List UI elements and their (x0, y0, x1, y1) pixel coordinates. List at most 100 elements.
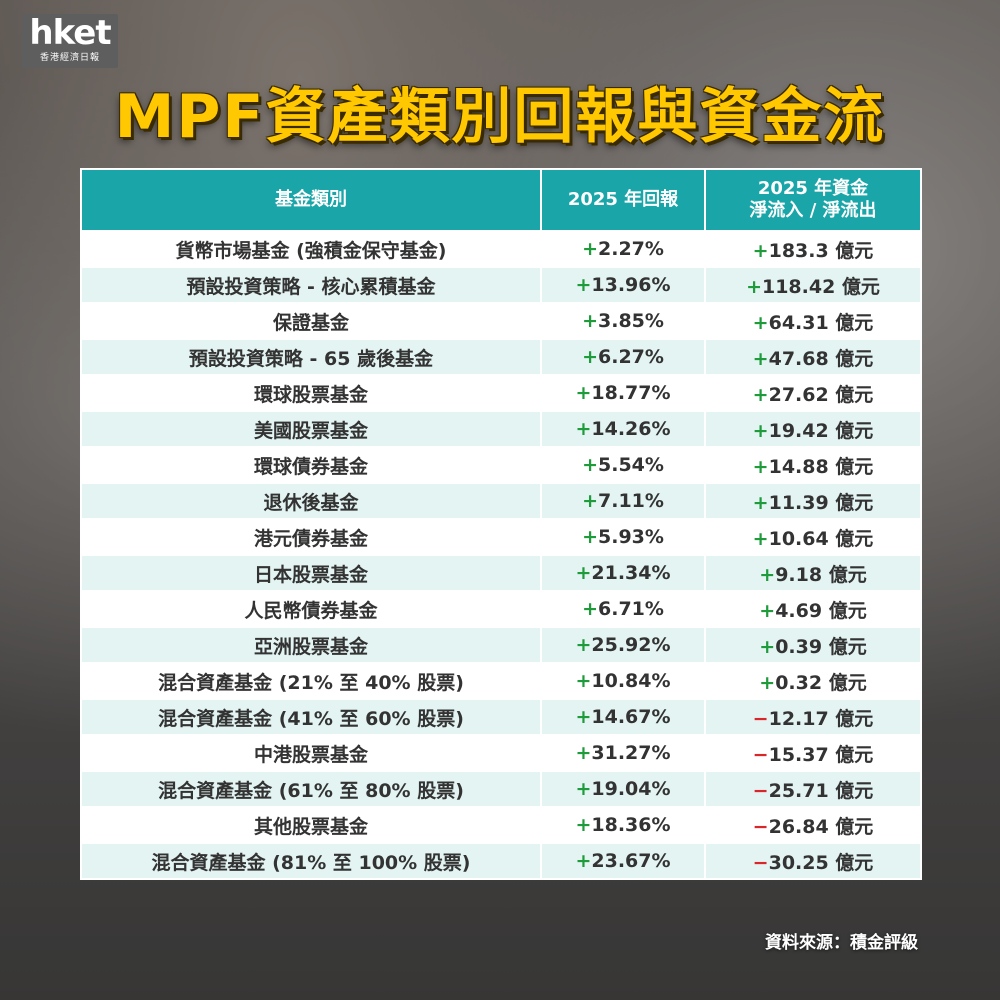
return-sign: + (575, 418, 592, 440)
flow-sign: − (752, 851, 769, 874)
return-value: 21.34% (591, 562, 671, 584)
flow-sign: + (759, 635, 776, 658)
cell-category: 環球債券基金 (80, 446, 542, 484)
return-sign: + (575, 274, 592, 296)
return-sign: + (575, 778, 592, 800)
cell-category: 退休後基金 (80, 482, 542, 520)
cell-flow: +118.42 億元 (704, 266, 922, 304)
cell-flow: +64.31 億元 (704, 302, 922, 340)
logo-wordmark: hket (29, 13, 111, 53)
cell-return: +2.27% (540, 230, 706, 268)
return-sign: + (575, 382, 592, 404)
cell-category: 預設投資策略 - 核心累積基金 (80, 266, 542, 304)
flow-value: 10.64 億元 (768, 527, 874, 550)
table-row: 預設投資策略 - 核心累積基金 +13.96% +118.42 億元 (80, 266, 922, 304)
table-row: 混合資產基金 (21% 至 40% 股票) +10.84% +0.32 億元 (80, 662, 922, 700)
flow-sign: + (752, 383, 769, 406)
return-sign: + (582, 238, 598, 260)
flow-value: 118.42 億元 (761, 275, 880, 298)
flow-sign: + (752, 455, 769, 478)
cell-return: +25.92% (540, 626, 706, 664)
return-value: 18.36% (591, 814, 671, 836)
cell-flow: +9.18 億元 (704, 554, 922, 592)
cell-flow: −30.25 億元 (704, 842, 922, 880)
table-row: 貨幣市場基金 (強積金保守基金) +2.27% +183.3 億元 (80, 230, 922, 268)
cell-return: +13.96% (540, 266, 706, 304)
cell-flow: −26.84 億元 (704, 806, 922, 844)
cell-return: +19.04% (540, 770, 706, 808)
flow-value: 26.84 億元 (768, 815, 874, 838)
return-sign: + (575, 706, 592, 728)
table-row: 其他股票基金 +18.36% −26.84 億元 (80, 806, 922, 844)
flow-sign: − (752, 743, 769, 766)
flow-value: 30.25 億元 (768, 851, 874, 874)
table-row: 人民幣債券基金 +6.71% +4.69 億元 (80, 590, 922, 628)
return-sign: + (582, 346, 598, 368)
cell-return: +23.67% (540, 842, 706, 880)
cell-category: 美國股票基金 (80, 410, 542, 448)
cell-flow: −12.17 億元 (704, 698, 922, 736)
cell-category: 中港股票基金 (80, 734, 542, 772)
cell-flow: +10.64 億元 (704, 518, 922, 556)
return-value: 3.85% (598, 310, 664, 332)
header-flow: 2025 年資金 淨流入 / 淨流出 (704, 168, 922, 232)
flow-value: 12.17 億元 (768, 707, 874, 730)
return-value: 23.67% (591, 850, 671, 872)
cell-return: +5.93% (540, 518, 706, 556)
flow-value: 14.88 億元 (768, 455, 874, 478)
flow-sign: + (752, 527, 769, 550)
cell-return: +6.71% (540, 590, 706, 628)
flow-sign: + (746, 275, 762, 298)
flow-sign: + (759, 671, 776, 694)
table-row: 混合資產基金 (81% 至 100% 股票) +23.67% −30.25 億元 (80, 842, 922, 880)
return-value: 18.77% (591, 382, 671, 404)
cell-return: +10.84% (540, 662, 706, 700)
header-category-line: 基金類別 (275, 189, 347, 210)
return-sign: + (575, 634, 592, 656)
flow-sign: + (752, 347, 769, 370)
table-row: 日本股票基金 +21.34% +9.18 億元 (80, 554, 922, 592)
table-header-row: 基金類別 2025 年回報 2025 年資金 淨流入 / 淨流出 (80, 168, 922, 232)
cell-category: 貨幣市場基金 (強積金保守基金) (80, 230, 542, 268)
return-value: 7.11% (598, 490, 664, 512)
cell-category: 港元債券基金 (80, 518, 542, 556)
flow-sign: + (752, 419, 769, 442)
flow-value: 4.69 億元 (775, 599, 867, 622)
flow-sign: − (752, 779, 769, 802)
flow-value: 64.31 億元 (768, 311, 874, 334)
cell-category: 混合資產基金 (21% 至 40% 股票) (80, 662, 542, 700)
return-sign: + (575, 850, 592, 872)
flow-sign: + (752, 311, 769, 334)
table-row: 亞洲股票基金 +25.92% +0.39 億元 (80, 626, 922, 664)
logo-subtitle: 香港經濟日報 (39, 53, 100, 63)
cell-flow: +27.62 億元 (704, 374, 922, 412)
cell-category: 混合資產基金 (81% 至 100% 股票) (80, 842, 542, 880)
flow-sign: + (759, 563, 776, 586)
flow-sign: + (759, 599, 776, 622)
cell-category: 預設投資策略 - 65 歲後基金 (80, 338, 542, 376)
return-value: 6.27% (598, 346, 664, 368)
header-return-line: 2025 年回報 (567, 189, 679, 210)
flow-sign: + (752, 239, 769, 262)
return-sign: + (582, 526, 598, 548)
return-value: 14.26% (591, 418, 671, 440)
header-flow-line-2: 淨流入 / 淨流出 (749, 200, 877, 221)
return-value: 14.67% (591, 706, 671, 728)
cell-return: +7.11% (540, 482, 706, 520)
table-row: 中港股票基金 +31.27% −15.37 億元 (80, 734, 922, 772)
return-value: 25.92% (591, 634, 671, 656)
flow-value: 19.42 億元 (768, 419, 874, 442)
return-value: 5.93% (598, 526, 664, 548)
cell-return: +18.77% (540, 374, 706, 412)
return-value: 31.27% (591, 742, 671, 764)
flow-value: 0.39 億元 (775, 635, 867, 658)
return-sign: + (582, 310, 598, 332)
cell-return: +14.26% (540, 410, 706, 448)
cell-flow: −15.37 億元 (704, 734, 922, 772)
cell-flow: +4.69 億元 (704, 590, 922, 628)
return-sign: + (575, 562, 592, 584)
flow-value: 15.37 億元 (768, 743, 874, 766)
cell-return: +3.85% (540, 302, 706, 340)
cell-flow: +0.39 億元 (704, 626, 922, 664)
flow-value: 25.71 億元 (768, 779, 874, 802)
